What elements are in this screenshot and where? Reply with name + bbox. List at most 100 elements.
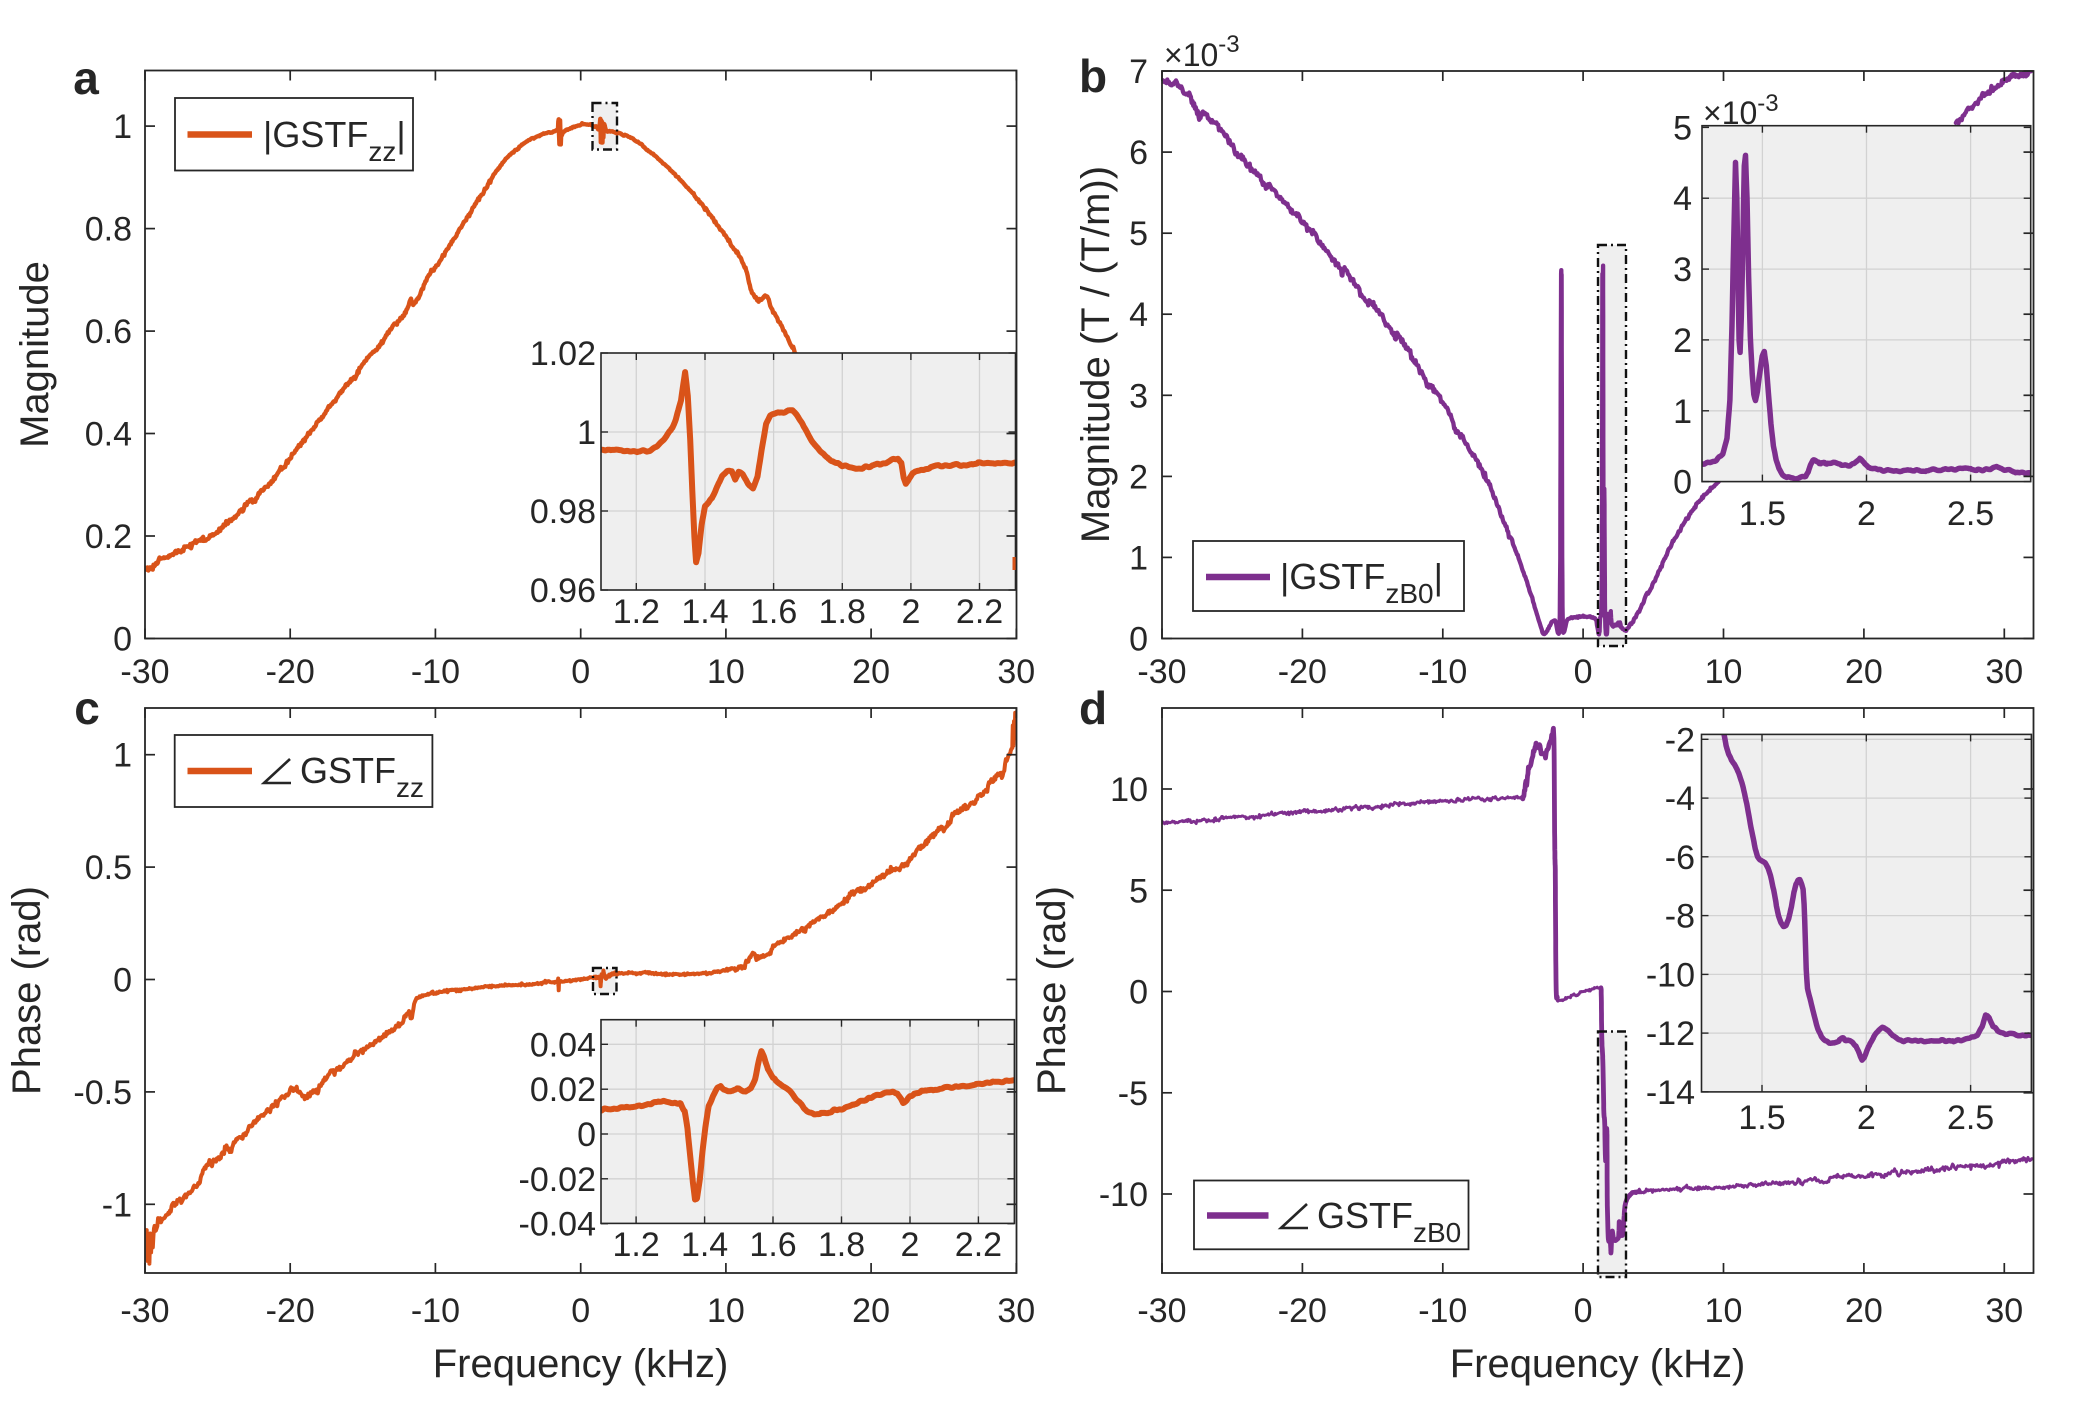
svg-text:5: 5 <box>1129 215 1148 253</box>
svg-text:2.5: 2.5 <box>1947 1099 1994 1137</box>
svg-text:0: 0 <box>1129 974 1148 1012</box>
svg-text:30: 30 <box>997 653 1035 691</box>
svg-text:2: 2 <box>1673 322 1692 360</box>
svg-text:Magnitude (T / (T/m)): Magnitude (T / (T/m)) <box>1074 166 1118 543</box>
svg-text:10: 10 <box>1705 653 1743 691</box>
svg-text:-10: -10 <box>1418 653 1467 691</box>
svg-text:Frequency (kHz): Frequency (kHz) <box>1450 1342 1746 1386</box>
svg-text:-10: -10 <box>1099 1176 1148 1214</box>
svg-text:0.6: 0.6 <box>85 313 132 351</box>
svg-text:20: 20 <box>852 1292 890 1330</box>
svg-text:Magnitude: Magnitude <box>13 261 57 448</box>
svg-text:1.6: 1.6 <box>750 593 797 631</box>
svg-text:0: 0 <box>1574 653 1593 691</box>
svg-text:10: 10 <box>1705 1292 1743 1330</box>
svg-text:-20: -20 <box>1278 653 1327 691</box>
svg-text:-10: -10 <box>1418 1292 1467 1330</box>
svg-text:1.2: 1.2 <box>613 593 660 631</box>
svg-text:Phase (rad): Phase (rad) <box>1030 886 1074 1095</box>
svg-text:0: 0 <box>113 621 132 659</box>
svg-text:-5: -5 <box>1118 1075 1148 1113</box>
svg-text:-8: -8 <box>1665 898 1695 936</box>
svg-text:1: 1 <box>113 108 132 146</box>
svg-text:-4: -4 <box>1665 780 1695 818</box>
svg-text:-2: -2 <box>1665 721 1695 759</box>
svg-text:-10: -10 <box>411 653 460 691</box>
svg-text:2.5: 2.5 <box>1947 495 1994 533</box>
svg-text:4: 4 <box>1673 180 1692 218</box>
svg-text:1: 1 <box>577 414 596 452</box>
svg-text:10: 10 <box>707 653 745 691</box>
svg-text:10: 10 <box>707 1292 745 1330</box>
svg-text:-20: -20 <box>266 653 315 691</box>
svg-text:-6: -6 <box>1665 839 1695 877</box>
svg-text:30: 30 <box>1985 1292 2023 1330</box>
svg-text:0.8: 0.8 <box>85 211 132 249</box>
svg-text:1: 1 <box>113 737 132 775</box>
svg-text:0.02: 0.02 <box>530 1071 596 1109</box>
svg-text:30: 30 <box>1985 653 2023 691</box>
svg-text:6: 6 <box>1129 134 1148 172</box>
svg-text:1.4: 1.4 <box>681 593 728 631</box>
svg-text:30: 30 <box>997 1292 1035 1330</box>
svg-text:0: 0 <box>571 1292 590 1330</box>
svg-text:-1: -1 <box>102 1186 132 1224</box>
svg-text:0.96: 0.96 <box>530 572 596 610</box>
svg-text:1.8: 1.8 <box>819 593 866 631</box>
svg-text:-20: -20 <box>266 1292 315 1330</box>
svg-text:3: 3 <box>1673 251 1692 289</box>
svg-text:0: 0 <box>1129 621 1148 659</box>
svg-text:×10-3: ×10-3 <box>1164 31 1240 73</box>
svg-text:0: 0 <box>1673 464 1692 502</box>
svg-text:1: 1 <box>1673 393 1692 431</box>
svg-text:-12: -12 <box>1646 1015 1695 1053</box>
svg-text:2: 2 <box>901 593 920 631</box>
svg-text:2: 2 <box>1857 495 1876 533</box>
svg-text:2.2: 2.2 <box>956 593 1003 631</box>
svg-text:1.8: 1.8 <box>818 1226 865 1264</box>
svg-text:2: 2 <box>900 1226 919 1264</box>
svg-text:-30: -30 <box>1137 653 1186 691</box>
svg-text:0.4: 0.4 <box>85 416 132 454</box>
svg-text:2: 2 <box>1857 1099 1876 1137</box>
svg-text:5: 5 <box>1673 109 1692 147</box>
svg-text:1.5: 1.5 <box>1739 495 1786 533</box>
svg-text:0.5: 0.5 <box>85 849 132 887</box>
svg-text:0.98: 0.98 <box>530 493 596 531</box>
svg-text:-0.02: -0.02 <box>519 1161 597 1199</box>
svg-text:1.4: 1.4 <box>681 1226 728 1264</box>
svg-text:0: 0 <box>113 962 132 1000</box>
svg-text:0: 0 <box>577 1116 596 1154</box>
svg-text:d: d <box>1079 682 1107 734</box>
svg-text:-14: -14 <box>1646 1074 1695 1112</box>
svg-text:b: b <box>1079 50 1107 102</box>
svg-text:1.6: 1.6 <box>749 1226 796 1264</box>
svg-text:0.2: 0.2 <box>85 518 132 556</box>
svg-text:7: 7 <box>1129 53 1148 91</box>
svg-text:2.2: 2.2 <box>955 1226 1002 1264</box>
svg-text:4: 4 <box>1129 296 1148 334</box>
svg-text:1.5: 1.5 <box>1738 1099 1785 1137</box>
svg-text:-10: -10 <box>1646 956 1695 994</box>
svg-text:Frequency (kHz): Frequency (kHz) <box>433 1342 729 1386</box>
svg-text:-10: -10 <box>411 1292 460 1330</box>
svg-text:20: 20 <box>1845 1292 1883 1330</box>
svg-text:-20: -20 <box>1278 1292 1327 1330</box>
svg-text:-30: -30 <box>1137 1292 1186 1330</box>
svg-text:-0.5: -0.5 <box>73 1074 132 1112</box>
svg-text:3: 3 <box>1129 377 1148 415</box>
svg-text:20: 20 <box>852 653 890 691</box>
svg-text:1.2: 1.2 <box>612 1226 659 1264</box>
svg-text:20: 20 <box>1845 653 1883 691</box>
svg-text:-30: -30 <box>120 1292 169 1330</box>
svg-text:1: 1 <box>1129 539 1148 577</box>
svg-text:0: 0 <box>1574 1292 1593 1330</box>
svg-text:c: c <box>74 682 100 734</box>
svg-text:1.02: 1.02 <box>530 335 596 373</box>
svg-text:10: 10 <box>1110 771 1148 809</box>
svg-text:-30: -30 <box>120 653 169 691</box>
svg-text:0: 0 <box>571 653 590 691</box>
svg-text:Phase (rad): Phase (rad) <box>5 886 49 1095</box>
svg-text:a: a <box>73 52 99 104</box>
svg-text:5: 5 <box>1129 872 1148 910</box>
